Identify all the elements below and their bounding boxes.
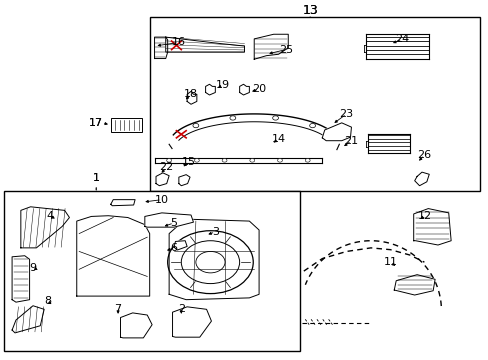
Text: 4: 4 — [46, 211, 54, 221]
Text: 19: 19 — [215, 80, 229, 90]
Polygon shape — [156, 173, 169, 186]
Circle shape — [249, 158, 254, 162]
Text: 11: 11 — [383, 257, 397, 267]
Circle shape — [272, 116, 278, 120]
Polygon shape — [144, 213, 193, 227]
Polygon shape — [12, 306, 44, 333]
Text: 20: 20 — [251, 84, 265, 94]
Text: 18: 18 — [183, 89, 198, 99]
Circle shape — [196, 251, 224, 273]
Text: 6: 6 — [170, 243, 177, 253]
Text: 25: 25 — [278, 45, 292, 55]
Polygon shape — [172, 307, 211, 337]
Text: 17: 17 — [89, 118, 103, 128]
Text: 14: 14 — [271, 134, 285, 144]
Polygon shape — [174, 241, 187, 250]
Circle shape — [167, 231, 253, 294]
Polygon shape — [21, 207, 69, 248]
Polygon shape — [205, 84, 215, 95]
Text: 3: 3 — [211, 227, 218, 237]
Bar — [149, 18, 479, 191]
Text: 7: 7 — [114, 303, 122, 314]
Circle shape — [166, 158, 171, 162]
Text: 13: 13 — [302, 4, 317, 17]
Polygon shape — [154, 37, 167, 59]
Circle shape — [305, 158, 309, 162]
Circle shape — [181, 241, 239, 284]
Text: 24: 24 — [395, 34, 409, 44]
Text: 12: 12 — [416, 211, 430, 221]
Polygon shape — [12, 256, 30, 302]
Polygon shape — [111, 200, 135, 206]
Text: 2: 2 — [177, 303, 184, 314]
Circle shape — [277, 158, 282, 162]
Text: 15: 15 — [181, 157, 195, 167]
Text: 17: 17 — [89, 118, 103, 128]
Text: 26: 26 — [416, 150, 430, 160]
Text: 22: 22 — [159, 162, 173, 172]
Text: 1: 1 — [93, 173, 100, 183]
Text: 21: 21 — [344, 136, 358, 146]
Circle shape — [309, 123, 315, 128]
Polygon shape — [77, 216, 149, 296]
Circle shape — [222, 158, 226, 162]
Text: 13: 13 — [302, 4, 317, 17]
Polygon shape — [254, 34, 287, 59]
Text: 5: 5 — [170, 218, 177, 228]
Text: 16: 16 — [171, 37, 185, 48]
Text: 8: 8 — [44, 296, 51, 306]
Polygon shape — [169, 219, 259, 300]
Polygon shape — [393, 275, 434, 295]
Polygon shape — [239, 84, 249, 95]
Circle shape — [229, 116, 235, 120]
Text: 1: 1 — [93, 173, 100, 183]
Polygon shape — [322, 123, 351, 141]
Polygon shape — [187, 91, 197, 104]
Bar — [4, 191, 300, 351]
Bar — [111, 118, 142, 132]
Text: 23: 23 — [339, 109, 353, 119]
Text: 9: 9 — [29, 262, 37, 273]
Polygon shape — [414, 172, 428, 186]
Text: 10: 10 — [155, 195, 168, 204]
Polygon shape — [120, 313, 152, 338]
Circle shape — [193, 123, 199, 128]
Circle shape — [194, 158, 199, 162]
Polygon shape — [179, 175, 190, 186]
Polygon shape — [165, 37, 244, 52]
Polygon shape — [413, 208, 450, 245]
